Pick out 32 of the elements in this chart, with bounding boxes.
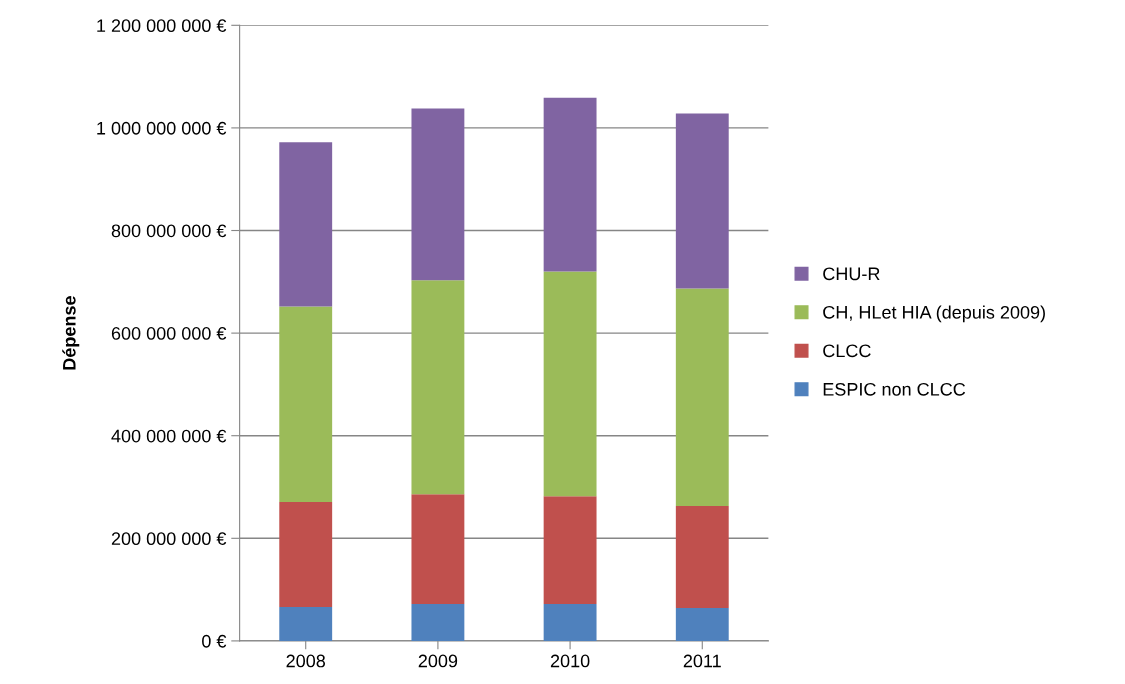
bar (411, 280, 465, 495)
bar (411, 603, 465, 641)
bar (279, 607, 333, 641)
x-tick-label: 2009 (418, 654, 458, 668)
x-tick-label: 2010 (550, 654, 590, 668)
bar (675, 608, 729, 641)
x-tick-label: 2011 (683, 654, 721, 668)
bar (279, 142, 333, 307)
bar (543, 271, 597, 497)
bar (675, 505, 729, 609)
legend-label: CHU-R (823, 267, 880, 281)
y-tick-label: 400 000 000 € (111, 429, 227, 443)
bar (543, 603, 597, 641)
bar (279, 501, 333, 608)
bar (675, 288, 729, 506)
y-tick-label: 800 000 000 € (111, 224, 227, 238)
bar (675, 113, 729, 289)
y-tick-label: 600 000 000 € (111, 327, 227, 340)
bar (543, 496, 597, 604)
legend-label: CLCC (823, 344, 871, 358)
bar (279, 306, 333, 502)
bar (543, 97, 597, 272)
bar (411, 494, 465, 604)
y-tick-label: 200 000 000 € (111, 532, 227, 546)
y-tick-label: 1 200 000 000 € (97, 19, 227, 33)
bar (411, 108, 465, 281)
y-tick-label: 0 € (202, 634, 227, 648)
y-tick-label: 1 000 000 000 € (97, 121, 227, 135)
y-axis-title: Dépense (62, 296, 80, 370)
legend-label: CH, HLet HIA (depuis 2009) (823, 305, 1045, 323)
x-tick-label: 2008 (286, 654, 326, 668)
legend-label: ESPIC non CLCC (823, 382, 966, 396)
